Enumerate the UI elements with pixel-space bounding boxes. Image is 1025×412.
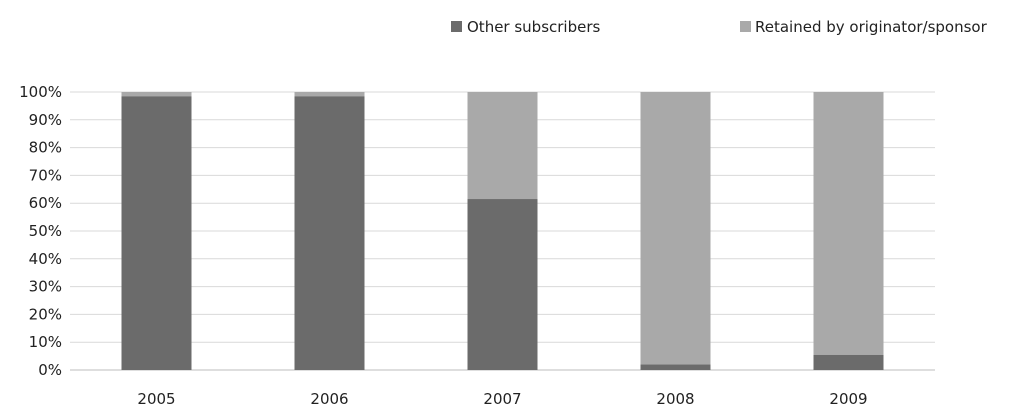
legend-label-retained: Retained by originator/sponsor	[755, 18, 988, 36]
y-tick-label: 60%	[29, 194, 62, 212]
y-tick-label: 80%	[29, 139, 62, 157]
bar-segment-other-subscribers-2009	[813, 354, 884, 370]
y-axis: 0% 10% 20% 30% 40% 50% 60% 70% 80% 90% 100%	[19, 83, 62, 379]
y-tick-label: 30%	[29, 278, 62, 296]
bar-segment-other-subscribers-2007	[467, 199, 538, 370]
bars	[121, 92, 884, 371]
y-tick-label: 90%	[29, 111, 62, 129]
bar-segment-retained-2007	[467, 92, 538, 200]
x-tick-label: 2007	[483, 390, 521, 408]
bar-segment-retained-2009	[813, 92, 884, 355]
y-tick-label: 40%	[29, 250, 62, 268]
y-tick-label: 100%	[19, 83, 62, 101]
y-tick-label: 50%	[29, 222, 62, 240]
x-axis: 2005 2006 2007 2008 2009	[137, 390, 867, 408]
chart-legend: Other subscribers Retained by originator…	[451, 18, 988, 36]
legend-label-other-subscribers: Other subscribers	[467, 18, 601, 36]
bar-segment-retained-2006	[294, 92, 365, 97]
bar-segment-retained-2008	[640, 92, 711, 365]
y-tick-label: 0%	[38, 361, 62, 379]
bar-segment-retained-2005	[121, 92, 192, 97]
legend-swatch-other-subscribers	[451, 21, 462, 32]
x-tick-label: 2006	[310, 390, 348, 408]
x-tick-label: 2009	[829, 390, 867, 408]
x-tick-label: 2008	[656, 390, 694, 408]
y-tick-label: 20%	[29, 305, 62, 323]
bar-segment-other-subscribers-2008	[640, 364, 711, 370]
legend-swatch-retained	[740, 21, 751, 32]
x-tick-label: 2005	[137, 390, 175, 408]
bar-segment-other-subscribers-2006	[294, 96, 365, 371]
y-tick-label: 70%	[29, 166, 62, 184]
bar-segment-other-subscribers-2005	[121, 96, 192, 371]
y-tick-label: 10%	[29, 333, 62, 351]
